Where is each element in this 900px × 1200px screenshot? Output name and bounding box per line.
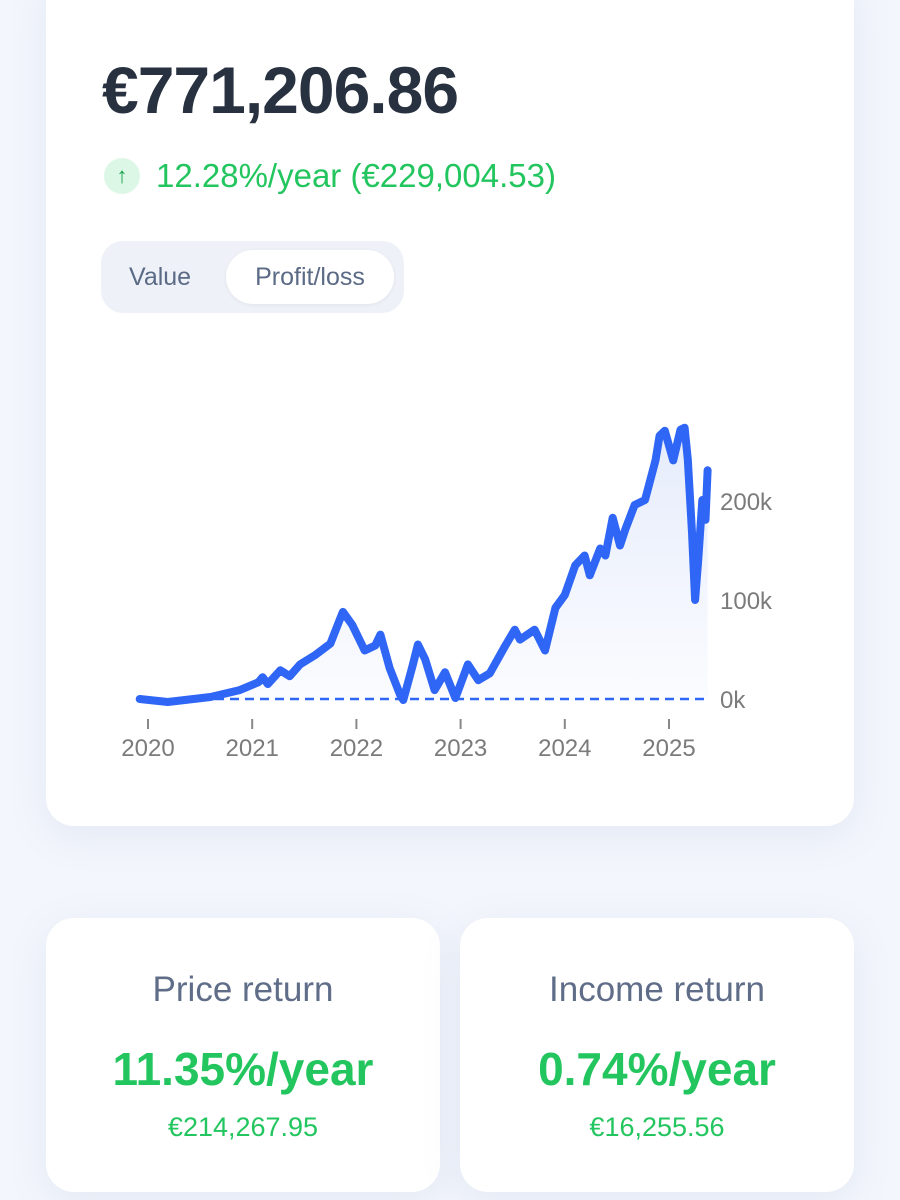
toggle-profit-loss[interactable]: Profit/loss [226,250,394,304]
y-tick-label: 0k [720,687,746,714]
price-return-card: Price return 11.35%/year €214,267.95 [46,918,440,1192]
change-text: 12.28%/year (€229,004.53) [156,157,556,194]
x-tick-label: 2024 [538,735,591,762]
y-tick-label: 100k [720,588,773,615]
x-tick-label: 2023 [434,735,487,762]
series-line [135,423,712,706]
arrow-up-icon: ↑ [104,158,140,194]
total-value: €771,206.86 [102,53,459,127]
income-return-rate: 0.74%/year [538,1043,776,1095]
income-return-amount: €16,255.56 [589,1112,725,1142]
x-tick-label: 2022 [330,735,383,762]
price-return-rate: 11.35%/year [112,1043,374,1095]
profit-loss-chart: 200k 100k 0k 2020 2021 2022 2023 2024 2025 [121,423,773,762]
y-tick-label: 200k [720,489,773,516]
income-return-label: Income return [549,970,765,1009]
x-tick-label: 2021 [226,735,279,762]
annual-change: ↑ 12.28%/year (€229,004.53) [104,157,556,195]
area-fill [139,427,708,702]
price-return-amount: €214,267.95 [167,1112,319,1142]
x-tick-label: 2025 [642,735,695,762]
toggle-value[interactable]: Value [129,263,192,291]
income-return-card: Income return 0.74%/year €16,255.56 [460,918,854,1192]
chart-mode-toggle: Value Profit/loss [101,241,404,313]
x-tick-label: 2020 [121,735,174,762]
price-return-label: Price return [152,970,334,1009]
